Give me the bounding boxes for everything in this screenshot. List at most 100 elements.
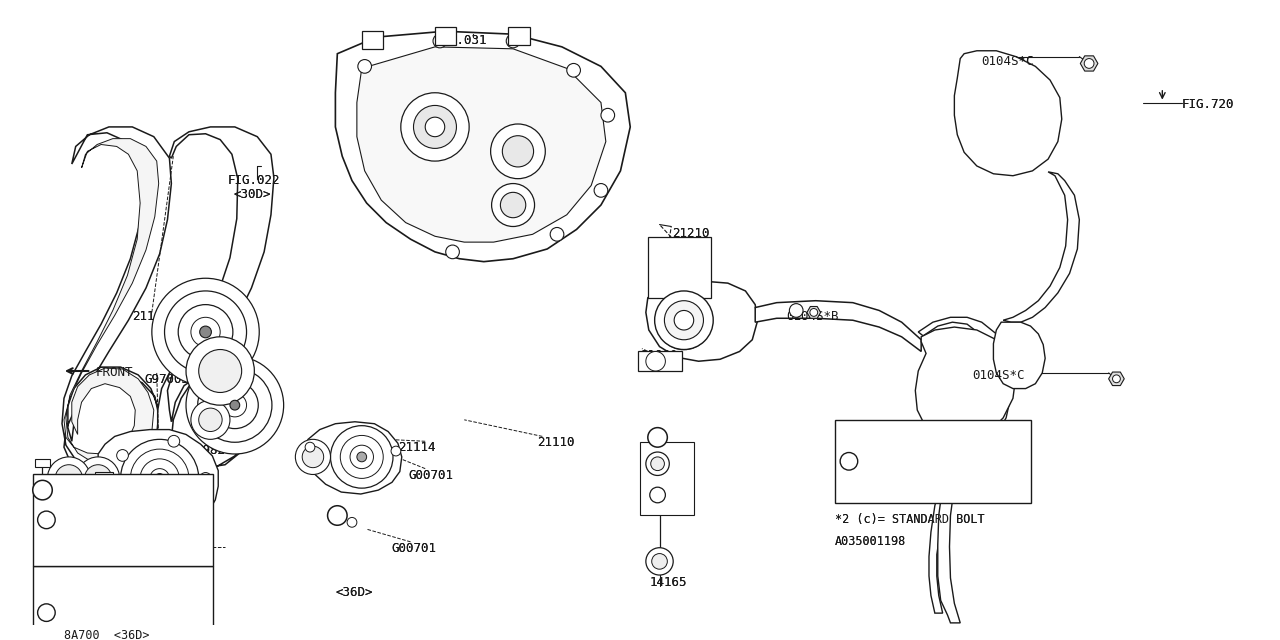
Circle shape [433, 34, 447, 48]
Circle shape [84, 465, 111, 492]
Circle shape [648, 428, 667, 447]
Polygon shape [1004, 172, 1079, 322]
Polygon shape [1108, 372, 1124, 385]
Circle shape [401, 93, 470, 161]
Circle shape [425, 117, 444, 137]
Circle shape [347, 518, 357, 527]
Bar [836, 420, 1030, 503]
Circle shape [152, 278, 260, 386]
Circle shape [594, 184, 608, 197]
Text: 2: 2 [44, 515, 50, 525]
Circle shape [492, 184, 535, 227]
Circle shape [150, 468, 169, 488]
Text: G00701: G00701 [408, 468, 453, 482]
Text: <36D>: <36D> [335, 586, 372, 599]
Text: H61503 <30D>: H61503 <30D> [64, 583, 150, 596]
Circle shape [1084, 59, 1094, 68]
Circle shape [77, 457, 119, 500]
Bar [648, 237, 712, 298]
Text: F92209: F92209 [650, 456, 695, 469]
Circle shape [664, 301, 704, 340]
Circle shape [600, 108, 614, 122]
Bar [508, 28, 530, 45]
Polygon shape [303, 422, 402, 494]
Text: <30D>: <30D> [140, 586, 178, 599]
Circle shape [302, 446, 324, 468]
Text: 21236: 21236 [675, 278, 712, 291]
Text: 0104S*C: 0104S*C [972, 369, 1024, 382]
Circle shape [168, 509, 179, 522]
Text: 21110: 21110 [538, 436, 575, 449]
Circle shape [675, 310, 694, 330]
Polygon shape [955, 51, 1062, 176]
Circle shape [305, 442, 315, 452]
Circle shape [1112, 375, 1120, 383]
Circle shape [507, 34, 520, 48]
Circle shape [667, 305, 701, 340]
Text: 21114: 21114 [398, 442, 435, 454]
Circle shape [230, 400, 239, 410]
Circle shape [657, 295, 712, 349]
Text: G00701: G00701 [408, 468, 453, 482]
Text: <30D>: <30D> [140, 586, 178, 599]
Text: 14165: 14165 [650, 576, 687, 589]
Text: FIG.031: FIG.031 [435, 34, 488, 47]
Circle shape [330, 426, 393, 488]
Text: 0104S*C: 0104S*C [982, 54, 1034, 68]
Text: G00701: G00701 [392, 542, 436, 555]
Circle shape [500, 193, 526, 218]
Text: *2 (c)= STANDARD BOLT: *2 (c)= STANDARD BOLT [836, 513, 984, 525]
Circle shape [200, 326, 211, 338]
Circle shape [168, 435, 179, 447]
Text: G97003: G97003 [145, 373, 189, 386]
Circle shape [790, 303, 803, 317]
Text: 0104S*C: 0104S*C [972, 369, 1024, 382]
Polygon shape [64, 139, 159, 466]
Circle shape [445, 245, 460, 259]
Circle shape [191, 400, 230, 439]
Text: 21110: 21110 [132, 310, 170, 323]
Circle shape [140, 459, 179, 498]
Polygon shape [929, 449, 968, 613]
Circle shape [810, 308, 818, 316]
Bar [640, 442, 694, 515]
Circle shape [490, 124, 545, 179]
Text: A035001198: A035001198 [836, 535, 906, 548]
Circle shape [676, 314, 691, 330]
Polygon shape [97, 429, 218, 529]
Circle shape [650, 487, 666, 503]
Bar [362, 31, 383, 49]
Circle shape [413, 106, 457, 148]
Circle shape [840, 452, 858, 470]
Text: 21114: 21114 [398, 442, 435, 454]
Circle shape [650, 457, 664, 470]
Text: G98203: G98203 [196, 444, 241, 457]
Circle shape [178, 305, 233, 359]
Text: 1: 1 [654, 433, 660, 442]
Text: 0104S*A (-0612): 0104S*A (-0612) [64, 490, 170, 503]
Text: F92209: F92209 [650, 501, 695, 514]
Circle shape [567, 63, 580, 77]
Circle shape [131, 449, 189, 508]
Polygon shape [357, 47, 605, 242]
Text: *2 (c)= STANDARD BOLT: *2 (c)= STANDARD BOLT [836, 513, 984, 525]
Text: 0104S*B: 0104S*B [786, 310, 838, 323]
Text: FIG.022: FIG.022 [228, 174, 280, 187]
Text: 21210: 21210 [672, 227, 709, 239]
Text: *1 (c)= SOCKET CAP BOLT: *1 (c)= SOCKET CAP BOLT [836, 493, 1000, 506]
Text: 21210: 21210 [672, 227, 709, 239]
Circle shape [200, 472, 211, 484]
Polygon shape [157, 127, 274, 470]
Text: 21110: 21110 [538, 436, 575, 449]
Text: A035001198: A035001198 [836, 535, 906, 548]
Text: 0104S*C: 0104S*C [982, 54, 1034, 68]
Text: 21110: 21110 [132, 310, 170, 323]
Circle shape [223, 394, 247, 417]
Circle shape [392, 446, 401, 456]
Text: <30D>: <30D> [234, 188, 271, 202]
Circle shape [646, 452, 669, 476]
Circle shape [155, 474, 165, 483]
Circle shape [120, 439, 198, 518]
Circle shape [47, 457, 91, 500]
Bar [435, 28, 457, 45]
